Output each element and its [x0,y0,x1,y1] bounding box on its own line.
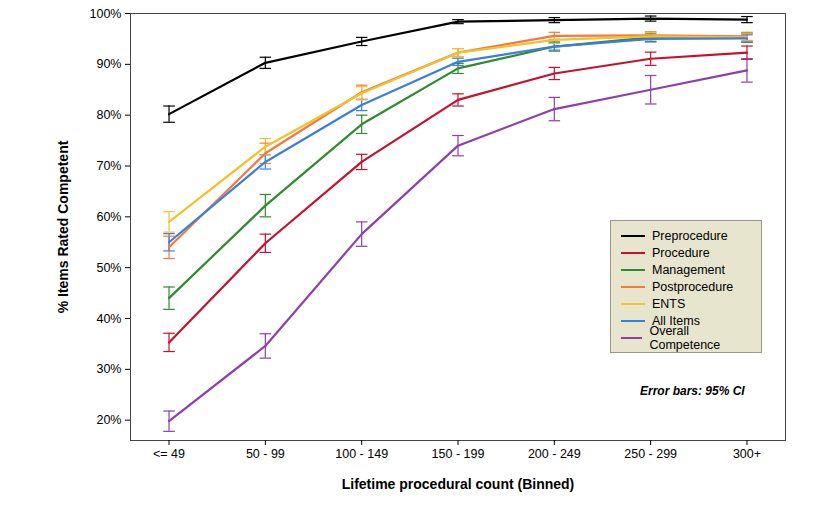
html-text:Postprocedure: Postprocedure [652,279,734,294]
svg-text:Lifetime procedural count (Bin: Lifetime procedural count (Binned) [342,476,575,492]
svg-text:50%: 50% [96,261,121,275]
svg-text:300+: 300+ [733,447,761,461]
svg-text:90%: 90% [96,57,121,71]
svg-text:30%: 30% [96,362,121,376]
html-text:ENTS: ENTS [652,296,686,311]
svg-text:80%: 80% [96,108,121,122]
svg-text:100%: 100% [90,7,122,21]
html-text:Error bars: 95% CI: Error bars: 95% CI [640,384,745,398]
svg-text:100 - 149: 100 - 149 [335,447,388,461]
svg-text:250 - 299: 250 - 299 [624,447,677,461]
svg-text:40%: 40% [96,312,121,326]
svg-text:% Items Rated Competent: % Items Rated Competent [55,140,71,313]
svg-text:200 - 249: 200 - 249 [528,447,581,461]
svg-text:60%: 60% [96,210,121,224]
svg-text:50 - 99: 50 - 99 [246,447,285,461]
html-text:All Items: All Items [652,313,700,328]
svg-text:150 - 199: 150 - 199 [432,447,485,461]
svg-text:20%: 20% [96,413,121,427]
svg-text:<= 49: <= 49 [153,447,185,461]
html-text:Management: Management [652,262,725,277]
svg-text:70%: 70% [96,159,121,173]
html-text:Preprocedure: Preprocedure [652,228,728,243]
html-text:Overall Competence: Overall Competence [649,323,721,352]
html-text:Procedure: Procedure [652,245,710,260]
